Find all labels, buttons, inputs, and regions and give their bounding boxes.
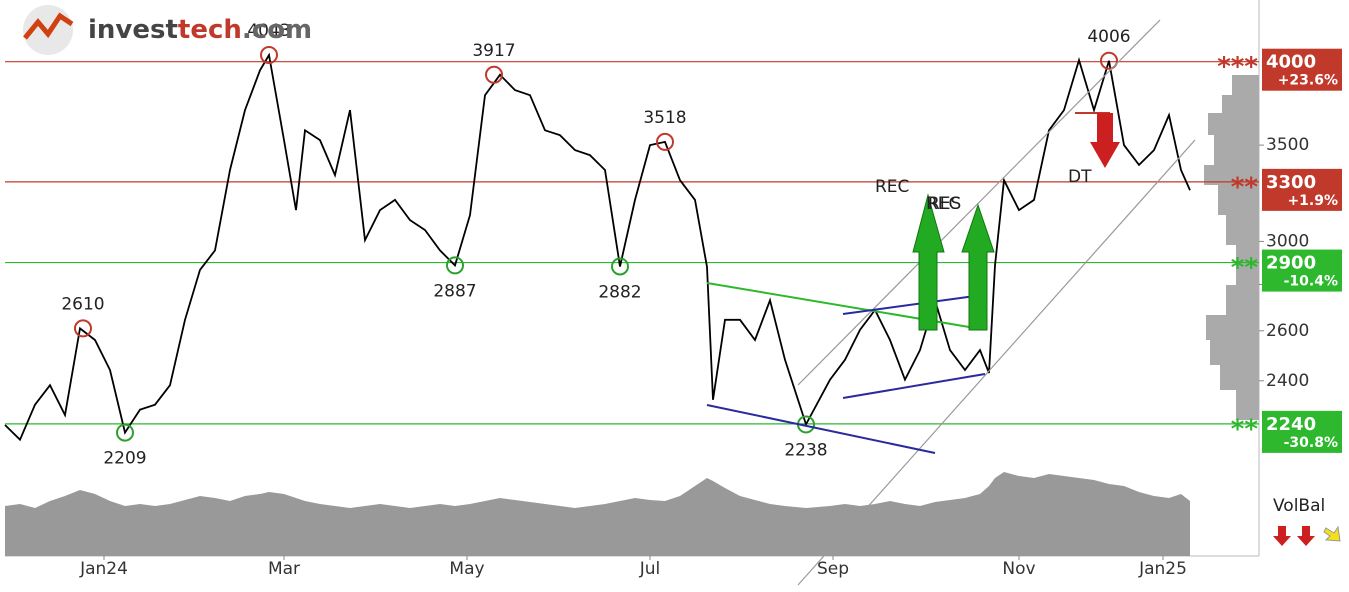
level-stars: ** — [1231, 172, 1259, 202]
level-change: -30.8% — [1284, 435, 1338, 451]
level-value: 3300 — [1266, 172, 1316, 193]
x-tick-label: Jul — [639, 559, 661, 579]
y-tick-label: 3000 — [1266, 231, 1309, 251]
level-value: 2900 — [1266, 253, 1316, 274]
level-stars: ** — [1231, 253, 1259, 283]
extreme-marker — [446, 256, 464, 275]
price-line — [4, 52, 1191, 442]
extreme-label: 4006 — [1087, 27, 1130, 47]
level-tag — [1262, 168, 1342, 211]
indicator-label: VolBal — [1273, 496, 1325, 516]
level-value: 4000 — [1266, 52, 1316, 73]
signal-arrows — [912, 113, 1120, 331]
pattern-label: RES — [928, 194, 961, 214]
x-tick-label: May — [449, 559, 484, 579]
level-tag — [1262, 48, 1342, 91]
level-tag — [1262, 249, 1342, 292]
level-stars: ** — [1231, 414, 1259, 444]
volume-area — [5, 472, 1190, 556]
extreme-marker — [1100, 51, 1118, 70]
extreme-marker — [485, 65, 503, 84]
extreme-marker — [116, 423, 134, 442]
extreme-label: 2238 — [784, 440, 827, 460]
pattern-label: DT — [1068, 167, 1092, 187]
logo: investtech.com — [23, 5, 312, 55]
extreme-marker — [611, 257, 629, 276]
level-change: +1.9% — [1287, 193, 1338, 209]
level-change: -10.4% — [1284, 274, 1338, 290]
extreme-label: 2882 — [598, 282, 641, 302]
extreme-marker — [656, 132, 674, 151]
extreme-label: 2610 — [61, 294, 104, 314]
level-change: +23.6% — [1278, 73, 1338, 89]
x-tick-label: Nov — [1002, 559, 1035, 579]
extreme-marker — [74, 319, 92, 338]
y-tick-label: 2600 — [1266, 321, 1309, 341]
logo-text: investtech.com — [88, 15, 312, 45]
pattern-label: REC — [926, 194, 960, 214]
extreme-label: 2209 — [103, 449, 146, 469]
extreme-label: 3917 — [472, 41, 515, 61]
x-tick-label: Jan24 — [79, 559, 128, 579]
extreme-label: 3518 — [643, 108, 686, 128]
level-stars: *** — [1217, 52, 1258, 82]
extreme-marker — [260, 46, 278, 65]
y-tick-label: 2400 — [1266, 371, 1309, 391]
extreme-label: 2887 — [433, 281, 476, 301]
level-tag — [1262, 410, 1342, 453]
pattern-label: REC — [875, 177, 909, 197]
level-value: 2240 — [1266, 414, 1316, 435]
x-tick-label: Mar — [268, 559, 300, 579]
y-tick-label: 3500 — [1266, 135, 1309, 155]
x-tick-label: Jan25 — [1138, 559, 1187, 579]
extreme-label: 4043 — [247, 21, 290, 41]
volume-profile — [1204, 75, 1259, 420]
x-tick-label: Sep — [817, 559, 849, 579]
indicator-arrows — [1273, 525, 1341, 546]
